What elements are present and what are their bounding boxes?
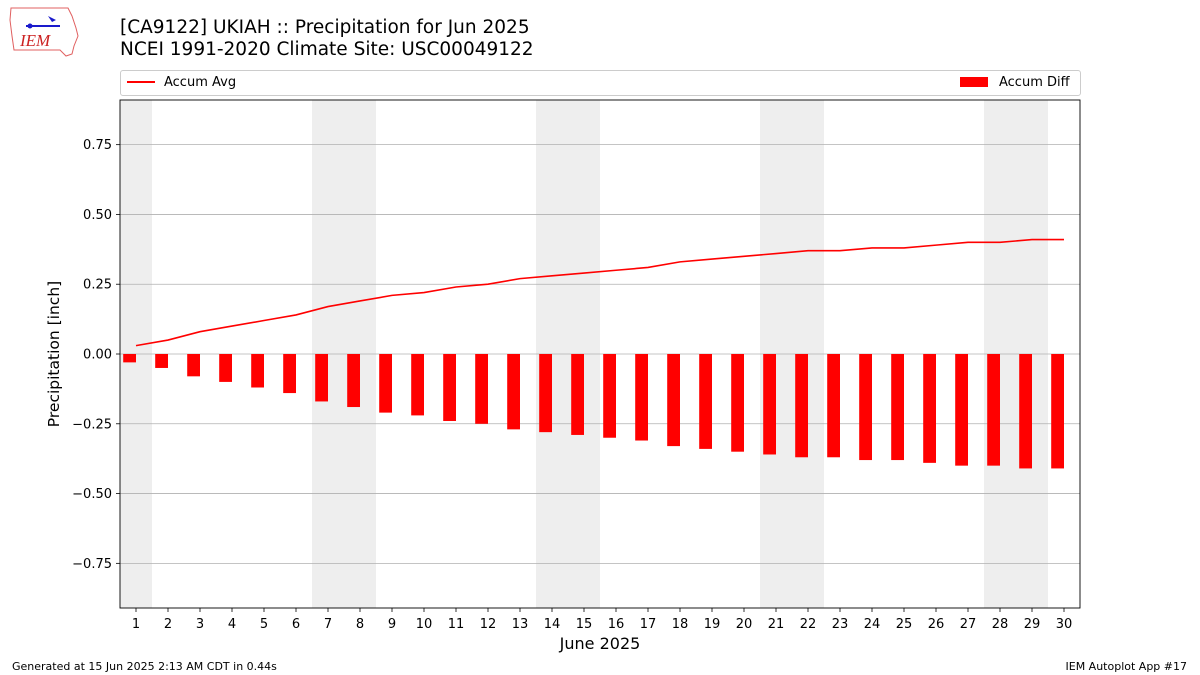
x-tick-label: 28 [992, 617, 1009, 632]
x-tick-label: 8 [356, 617, 364, 632]
legend-label-accum-avg: Accum Avg [164, 75, 237, 90]
x-tick-label: 13 [512, 617, 529, 632]
logo-dot [27, 23, 33, 29]
x-tick-label: 12 [480, 617, 497, 632]
logo-text: IEM [19, 31, 51, 50]
bar [795, 354, 808, 458]
bar [315, 354, 328, 402]
footer-app: IEM Autoplot App #17 [1065, 660, 1188, 673]
legend-line-swatch [127, 81, 155, 83]
x-tick-label: 29 [1024, 617, 1041, 632]
title-line-1: [CA9122] UKIAH :: Precipitation for Jun … [120, 17, 530, 38]
y-tick-label: −0.25 [72, 417, 112, 432]
bar [603, 354, 616, 438]
x-tick-label: 26 [928, 617, 945, 632]
bar [539, 354, 552, 433]
y-tick-label: 0.75 [83, 138, 112, 153]
bar [731, 354, 744, 452]
x-tick-label: 19 [704, 617, 721, 632]
legend-label-accum-diff: Accum Diff [999, 75, 1070, 90]
bar [891, 354, 904, 461]
y-tick-label: −0.50 [72, 487, 112, 502]
bar [699, 354, 712, 449]
bar [923, 354, 936, 463]
bar [283, 354, 296, 394]
x-tick-label: 5 [260, 617, 268, 632]
bar [187, 354, 200, 377]
bar [859, 354, 872, 461]
iowa-outline [9, 7, 79, 57]
bar [379, 354, 392, 413]
bar [827, 354, 840, 458]
y-tick-label: −0.75 [72, 557, 112, 572]
x-tick-label: 16 [608, 617, 625, 632]
bar [411, 354, 424, 416]
x-tick-label: 30 [1056, 617, 1073, 632]
x-tick-label: 17 [640, 617, 657, 632]
bar [251, 354, 264, 388]
x-tick-label: 21 [768, 617, 785, 632]
bar [219, 354, 232, 382]
x-tick-label: 23 [832, 617, 849, 632]
x-tick-label: 3 [196, 617, 204, 632]
y-axis-label: Precipitation [inch] [45, 281, 63, 427]
x-tick-label: 10 [416, 617, 433, 632]
x-tick-label: 18 [672, 617, 689, 632]
bar [763, 354, 776, 455]
bar [475, 354, 488, 424]
x-tick-label: 20 [736, 617, 753, 632]
x-tick-label: 15 [576, 617, 593, 632]
x-tick-label: 9 [388, 617, 396, 632]
x-tick-label: 6 [292, 617, 300, 632]
title-line-2: NCEI 1991-2020 Climate Site: USC00049122 [120, 39, 534, 60]
y-tick-label: 0.25 [83, 278, 112, 293]
x-tick-label: 25 [896, 617, 913, 632]
legend-bar-swatch [960, 77, 988, 87]
x-tick-label: 24 [864, 617, 881, 632]
x-axis-label: June 2025 [559, 634, 641, 653]
bar [1051, 354, 1064, 469]
bar [347, 354, 360, 408]
legend: Accum Avg Accum Diff [120, 70, 1081, 96]
bar [955, 354, 968, 466]
bar [635, 354, 648, 441]
chart-title: [CA9122] UKIAH :: Precipitation for Jun … [120, 17, 534, 61]
footer-generated: Generated at 15 Jun 2025 2:13 AM CDT in … [12, 660, 277, 673]
x-tick-label: 2 [164, 617, 172, 632]
bar [987, 354, 1000, 466]
bar [667, 354, 680, 447]
x-tick-label: 11 [448, 617, 465, 632]
x-tick-label: 7 [324, 617, 332, 632]
x-tick-label: 22 [800, 617, 817, 632]
x-tick-label: 4 [228, 617, 236, 632]
y-tick-label: 0.50 [83, 208, 112, 223]
bar [443, 354, 456, 421]
logo-wind-vane [48, 16, 56, 22]
bar [123, 354, 136, 363]
bar [1019, 354, 1032, 469]
x-tick-label: 14 [544, 617, 561, 632]
bar [155, 354, 168, 368]
y-tick-label: 0.00 [83, 348, 112, 363]
x-tick-label: 1 [132, 617, 140, 632]
iem-logo: IEM [9, 7, 79, 57]
x-tick-label: 27 [960, 617, 977, 632]
bar [571, 354, 584, 435]
bar [507, 354, 520, 430]
series-line [135, 238, 1064, 347]
